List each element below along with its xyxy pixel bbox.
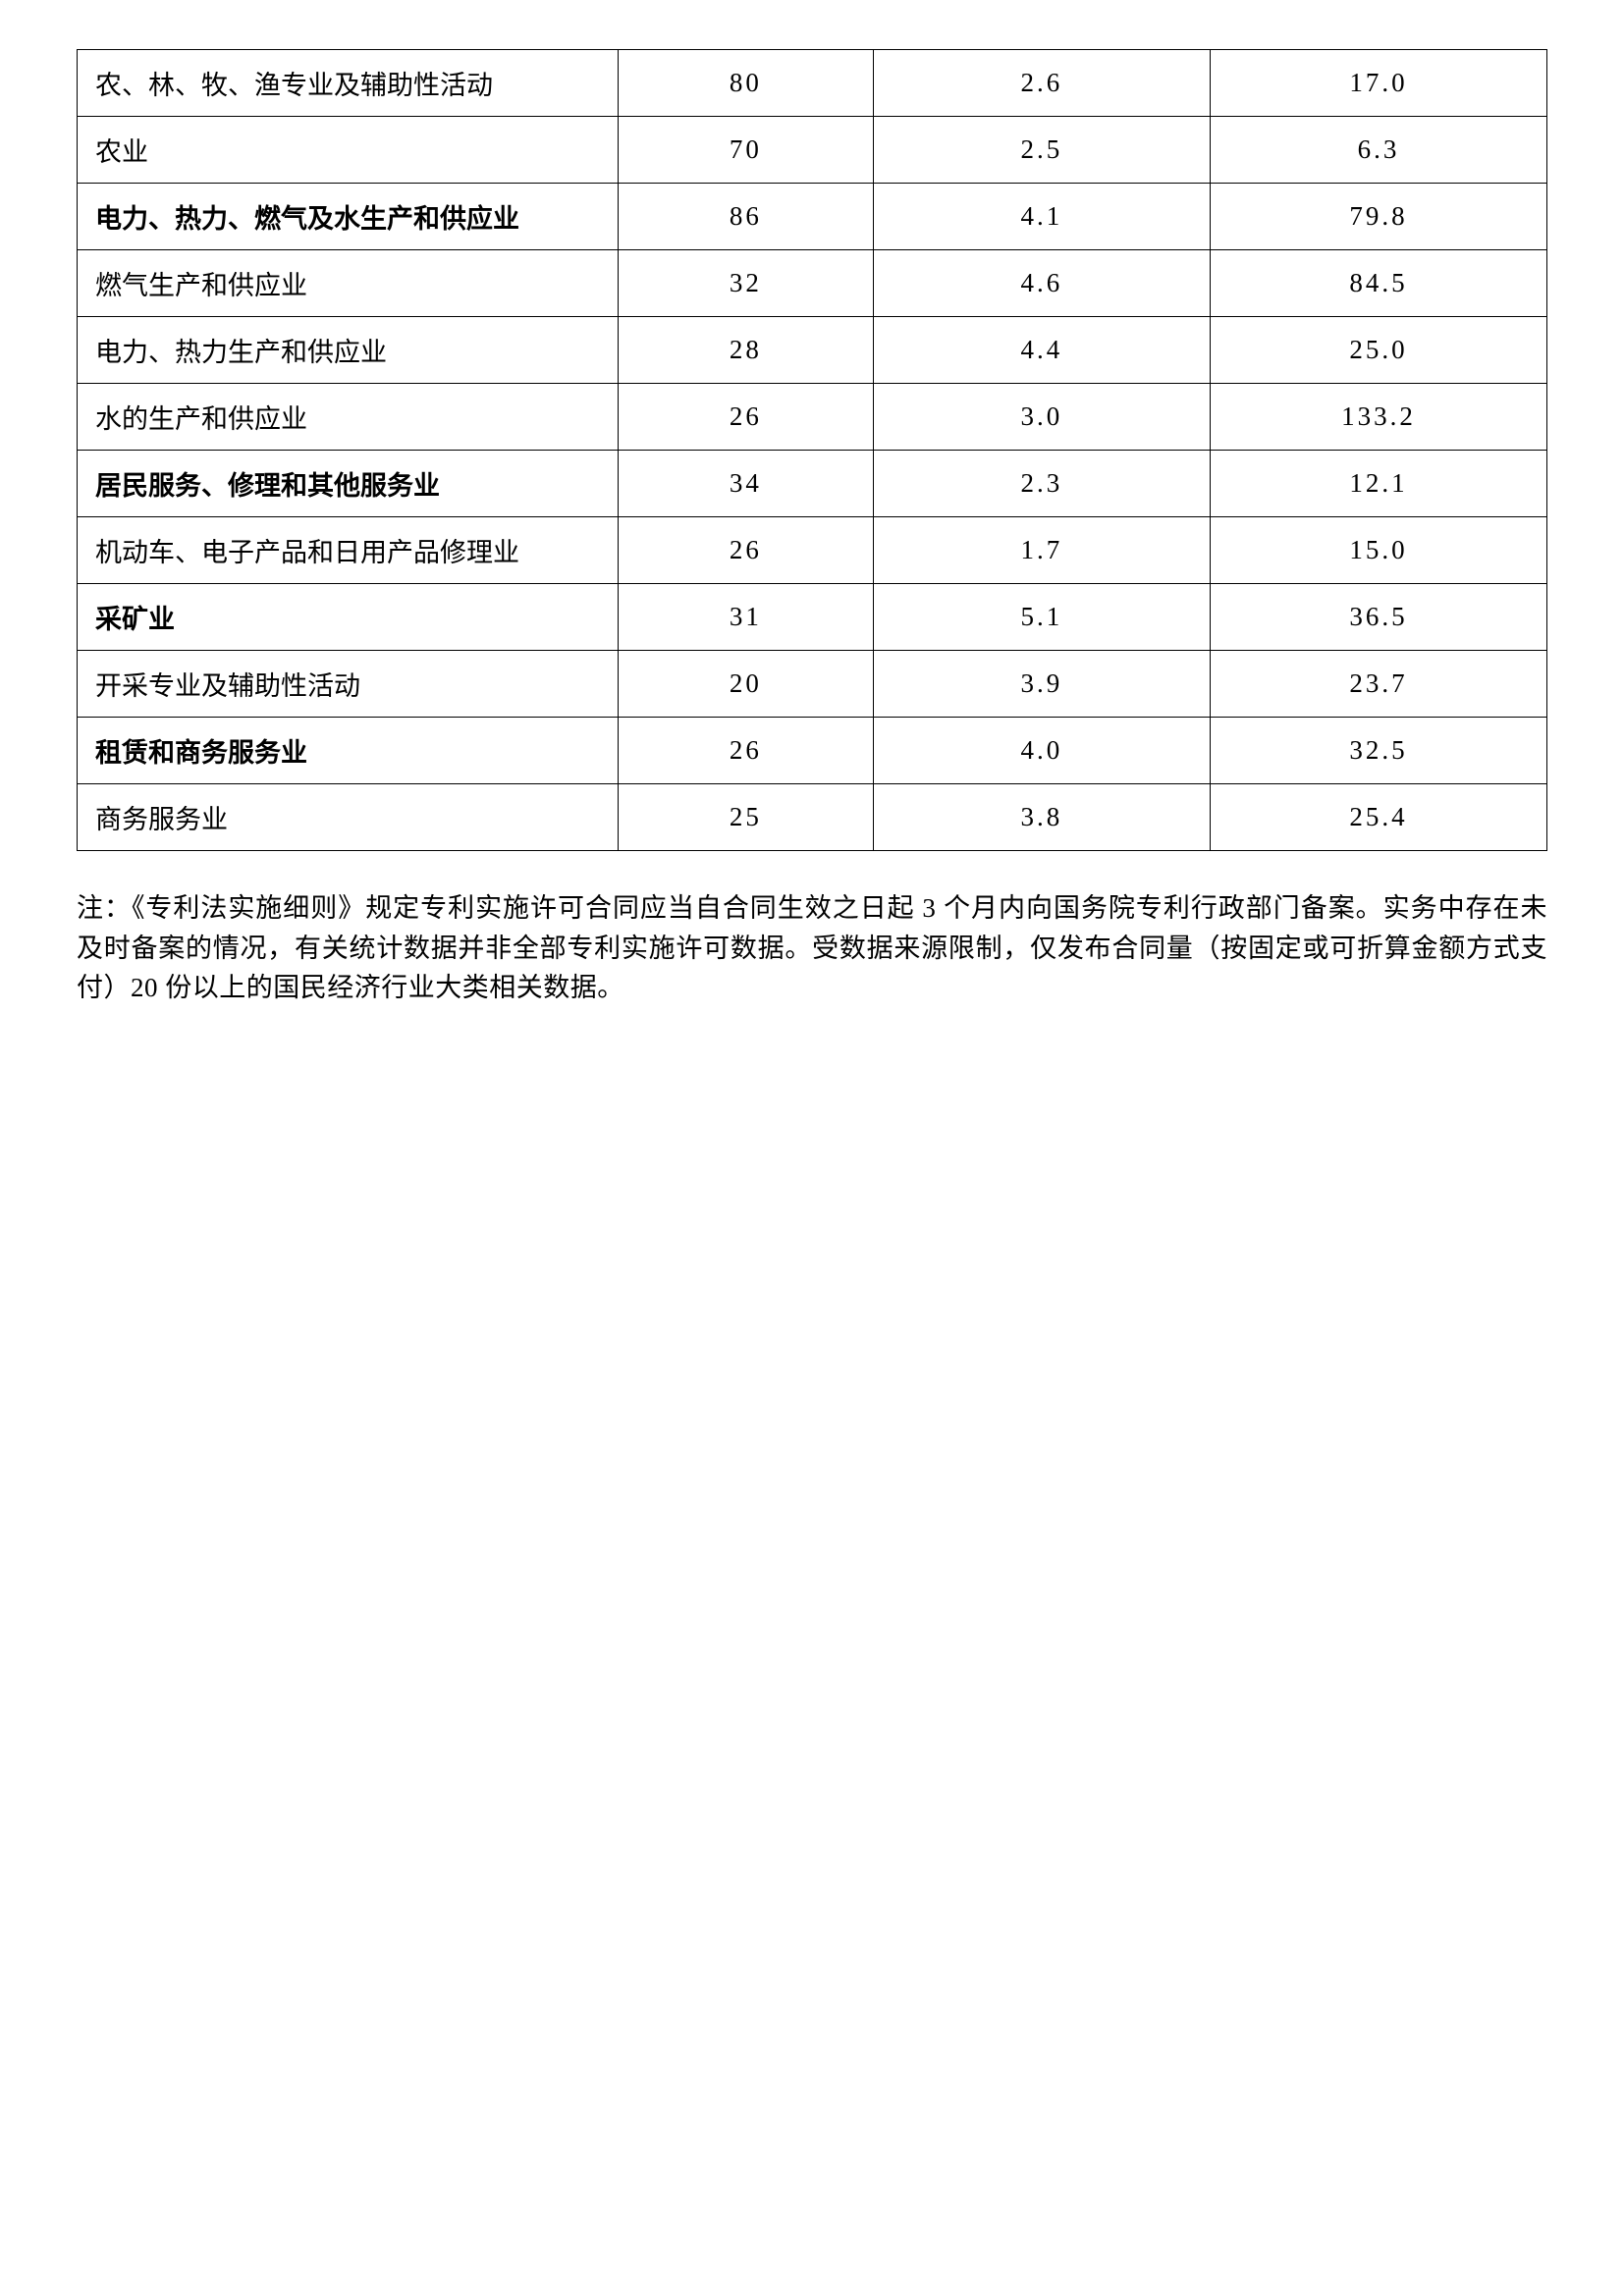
data-cell-1: 31: [618, 584, 873, 651]
data-cell-2: 4.1: [873, 184, 1210, 250]
table-row: 农、林、牧、渔专业及辅助性活动802.617.0: [78, 50, 1547, 117]
data-cell-3: 23.7: [1210, 651, 1546, 718]
industry-name-cell: 商务服务业: [78, 784, 619, 851]
data-cell-2: 4.4: [873, 317, 1210, 384]
table-row: 机动车、电子产品和日用产品修理业261.715.0: [78, 517, 1547, 584]
table-row: 居民服务、修理和其他服务业342.312.1: [78, 451, 1547, 517]
table-row: 商务服务业253.825.4: [78, 784, 1547, 851]
table-row: 燃气生产和供应业324.684.5: [78, 250, 1547, 317]
data-cell-3: 25.4: [1210, 784, 1546, 851]
industry-name-cell: 水的生产和供应业: [78, 384, 619, 451]
data-cell-2: 3.9: [873, 651, 1210, 718]
data-cell-2: 2.6: [873, 50, 1210, 117]
data-cell-2: 1.7: [873, 517, 1210, 584]
data-cell-2: 5.1: [873, 584, 1210, 651]
data-cell-1: 28: [618, 317, 873, 384]
data-cell-2: 3.8: [873, 784, 1210, 851]
data-cell-3: 36.5: [1210, 584, 1546, 651]
industry-name-cell: 居民服务、修理和其他服务业: [78, 451, 619, 517]
table-row: 电力、热力生产和供应业284.425.0: [78, 317, 1547, 384]
table-body: 农、林、牧、渔专业及辅助性活动802.617.0农业702.56.3电力、热力、…: [78, 50, 1547, 851]
table-row: 水的生产和供应业263.0133.2: [78, 384, 1547, 451]
table-row: 租赁和商务服务业264.032.5: [78, 718, 1547, 784]
industry-name-cell: 租赁和商务服务业: [78, 718, 619, 784]
data-cell-1: 32: [618, 250, 873, 317]
industry-name-cell: 农、林、牧、渔专业及辅助性活动: [78, 50, 619, 117]
table-row: 农业702.56.3: [78, 117, 1547, 184]
data-cell-3: 15.0: [1210, 517, 1546, 584]
data-cell-1: 70: [618, 117, 873, 184]
industry-name-cell: 电力、热力生产和供应业: [78, 317, 619, 384]
industry-data-table: 农、林、牧、渔专业及辅助性活动802.617.0农业702.56.3电力、热力、…: [77, 49, 1547, 851]
data-cell-3: 84.5: [1210, 250, 1546, 317]
industry-name-cell: 燃气生产和供应业: [78, 250, 619, 317]
table-row: 开采专业及辅助性活动203.923.7: [78, 651, 1547, 718]
industry-name-cell: 机动车、电子产品和日用产品修理业: [78, 517, 619, 584]
data-cell-3: 17.0: [1210, 50, 1546, 117]
data-cell-2: 4.0: [873, 718, 1210, 784]
industry-name-cell: 开采专业及辅助性活动: [78, 651, 619, 718]
data-cell-1: 25: [618, 784, 873, 851]
industry-name-cell: 电力、热力、燃气及水生产和供应业: [78, 184, 619, 250]
data-cell-3: 25.0: [1210, 317, 1546, 384]
data-cell-3: 79.8: [1210, 184, 1546, 250]
industry-name-cell: 采矿业: [78, 584, 619, 651]
footnote-text: 注：《专利法实施细则》规定专利实施许可合同应当自合同生效之日起 3 个月内向国务…: [77, 888, 1547, 1008]
data-cell-1: 20: [618, 651, 873, 718]
data-cell-3: 133.2: [1210, 384, 1546, 451]
data-cell-1: 34: [618, 451, 873, 517]
data-cell-1: 26: [618, 718, 873, 784]
data-cell-1: 26: [618, 517, 873, 584]
data-cell-2: 3.0: [873, 384, 1210, 451]
data-cell-1: 26: [618, 384, 873, 451]
data-cell-3: 6.3: [1210, 117, 1546, 184]
data-cell-2: 4.6: [873, 250, 1210, 317]
data-cell-1: 80: [618, 50, 873, 117]
data-cell-2: 2.3: [873, 451, 1210, 517]
data-cell-3: 32.5: [1210, 718, 1546, 784]
data-cell-2: 2.5: [873, 117, 1210, 184]
table-row: 采矿业315.136.5: [78, 584, 1547, 651]
industry-name-cell: 农业: [78, 117, 619, 184]
data-cell-3: 12.1: [1210, 451, 1546, 517]
table-row: 电力、热力、燃气及水生产和供应业864.179.8: [78, 184, 1547, 250]
data-cell-1: 86: [618, 184, 873, 250]
